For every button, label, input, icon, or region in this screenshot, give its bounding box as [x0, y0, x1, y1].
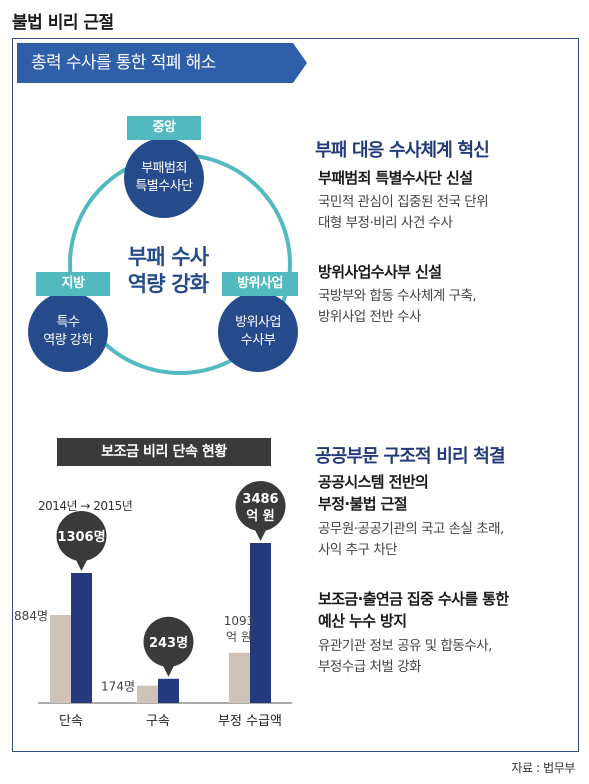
- block2-item1-body-line1: 공무원·공공기관의 국고 손실 초래,: [318, 521, 504, 537]
- block2-item1-sub-line2: 부정·불법 근절: [318, 494, 408, 513]
- block1-item2-body-line1: 국방부와 합동 수사체계 구축,: [318, 288, 477, 304]
- page-title: 불법 비리 근절: [12, 13, 114, 33]
- data-label-2014: 1093: [224, 614, 255, 628]
- data-label-2014: 884명: [14, 609, 48, 623]
- node-central-line2: 특별수사단: [135, 179, 193, 194]
- bar-2014-1: [137, 685, 158, 703]
- node-regional-line1: 특수: [56, 315, 80, 331]
- section-header: 총력 수사를 통한 적폐 해소: [17, 43, 307, 83]
- block2-item2-body-line1: 유관기관 정보 공유 및 합동수사,: [318, 638, 492, 654]
- block1-item1-body-line1: 국민적 관심이 집중된 전국 단위: [318, 194, 489, 210]
- block2-heading: 공공부문 구조적 비리 척결: [315, 446, 506, 467]
- x-tick-label: 구속: [146, 714, 170, 729]
- data-label-2014: 174명: [101, 680, 135, 694]
- bar-2014-2: [229, 652, 250, 703]
- node-central-line1: 부패범죄: [141, 161, 187, 177]
- data-label-2014-unit: 억 원: [226, 630, 252, 644]
- bar-2015-0: [71, 573, 92, 703]
- block2-item1-sub-line1: 공공시스템 전반의: [318, 473, 429, 491]
- block2-item1-body: 공무원·공공기관의 국고 손실 초래, 사익 추구 차단: [318, 519, 504, 561]
- node-defense-tag: 방위사업: [222, 272, 298, 296]
- node-defense-line1: 방위사업: [235, 315, 281, 331]
- center-line1: 부패 수사: [127, 245, 209, 269]
- block1-item1-body: 국민적 관심이 집중된 전국 단위 대형 부정·비리 사건 수사: [318, 192, 489, 234]
- node-regional-line2: 역량 강화: [43, 333, 93, 348]
- diagram-center-label: 부패 수사 역량 강화: [108, 244, 228, 299]
- data-label-2015: 243명: [149, 635, 188, 651]
- node-regional-tag: 지방: [36, 272, 110, 296]
- block2-item2-sub-line1: 보조금·출연금 집중 수사를 통한: [318, 590, 509, 608]
- bar-2015-2: [250, 543, 271, 703]
- data-label-2015-unit: 억 원: [246, 509, 274, 524]
- node-central-tag: 중앙: [127, 116, 201, 140]
- x-tick-label: 단속: [59, 714, 83, 729]
- block1-item2-body: 국방부와 합동 수사체계 구축, 방위사업 전반 수사: [318, 286, 477, 328]
- block2-item2-sub-line2: 예산 누수 방지: [318, 611, 407, 630]
- block2-item1-body-line2: 사익 추구 차단: [318, 541, 398, 558]
- block2-item2-sub: 보조금·출연금 집중 수사를 통한 예산 누수 방지: [318, 589, 509, 633]
- block2-item2-body-line2: 부정수급 처벌 강화: [318, 658, 421, 675]
- year-range-label: 2014년 → 2015년: [38, 499, 133, 513]
- block2-item2-body: 유관기관 정보 공유 및 합동수사, 부정수급 처벌 강화: [318, 636, 492, 678]
- block1-heading: 부패 대응 수사체계 혁신: [315, 140, 490, 161]
- block2-item1-sub: 공공시스템 전반의 부정·불법 근절: [318, 472, 429, 516]
- node-defense-line2: 수사부: [240, 333, 276, 348]
- content-frame: [12, 38, 579, 752]
- center-line2: 역량 강화: [127, 272, 209, 297]
- x-tick-label: 부정 수급액: [218, 714, 282, 729]
- bar-2015-1: [158, 678, 179, 703]
- block1-item1-body-line2: 대형 부정·비리 사건 수사: [318, 214, 453, 231]
- block1-item2-body-line2: 방위사업 전반 수사: [318, 308, 421, 325]
- data-label-2015: 1306명: [57, 529, 105, 545]
- block1-item2-sub: 방위사업수사부 신설: [318, 263, 442, 281]
- value-bubble: [56, 511, 107, 561]
- block1-item1-sub: 부패범죄 특별수사단 신설: [318, 169, 473, 187]
- chart-title: 보조금 비리 단속 현황: [57, 438, 271, 466]
- data-label-2015: 3486: [242, 492, 278, 507]
- value-bubble: [235, 481, 286, 531]
- bar-2014-0: [50, 615, 71, 703]
- source-note: 자료 : 법무부: [511, 761, 575, 775]
- value-bubble: [143, 616, 194, 667]
